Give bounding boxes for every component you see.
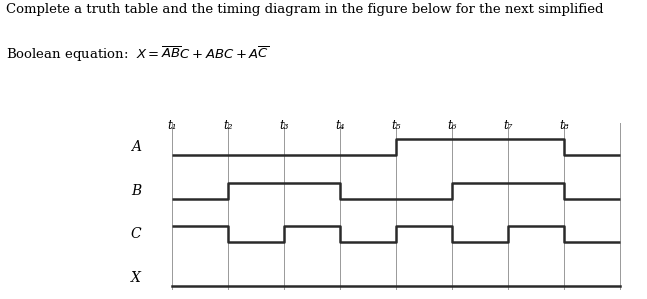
Text: C: C [131,227,141,241]
Text: t₆: t₆ [448,119,457,132]
Text: Complete a truth table and the timing diagram in the figure below for the next s: Complete a truth table and the timing di… [6,3,604,16]
Text: t₄: t₄ [336,119,345,132]
Text: t₁: t₁ [168,119,177,132]
Text: B: B [131,184,141,198]
Text: t₈: t₈ [560,119,569,132]
Text: t₂: t₂ [224,119,233,132]
Text: t₃: t₃ [280,119,289,132]
Text: Boolean equation:  $X = \overline{A}\overline{B}C + ABC + A\overline{C}$: Boolean equation: $X = \overline{A}\over… [6,45,270,64]
Text: A: A [131,140,141,154]
Text: t₅: t₅ [391,119,401,132]
Text: t₇: t₇ [503,119,513,132]
Text: X: X [131,271,141,285]
